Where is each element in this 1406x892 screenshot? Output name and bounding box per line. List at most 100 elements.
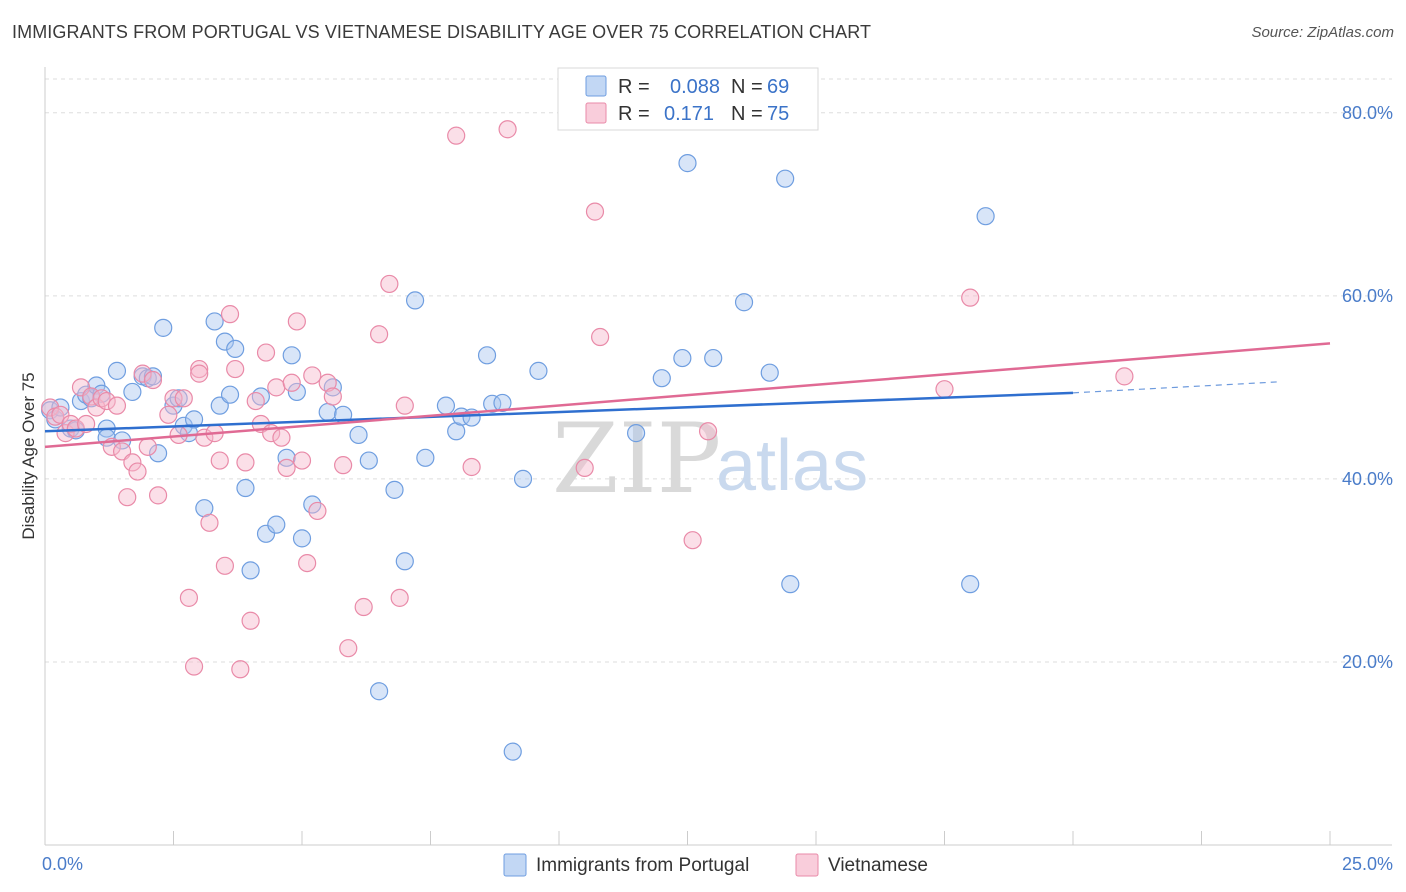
point-vietnamese bbox=[241, 611, 260, 630]
y-axis-label: Disability Age Over 75 bbox=[19, 372, 38, 539]
point-portugal bbox=[123, 382, 142, 402]
point-vietnamese bbox=[107, 396, 127, 415]
point-portugal bbox=[318, 402, 337, 422]
point-vietnamese bbox=[303, 366, 322, 385]
point-vietnamese bbox=[159, 405, 178, 424]
point-portugal bbox=[781, 575, 800, 594]
point-vietnamese bbox=[190, 364, 209, 383]
point-vietnamese bbox=[447, 126, 466, 145]
point-portugal bbox=[277, 448, 296, 467]
point-portugal bbox=[215, 332, 234, 351]
y-tick-label: 20.0% bbox=[1342, 652, 1393, 672]
watermark: ZIP atlas bbox=[552, 403, 868, 515]
point-vietnamese bbox=[298, 553, 317, 573]
legend-swatch-pink bbox=[585, 102, 607, 124]
trend-line-vietnamese bbox=[44, 342, 1331, 449]
series-vietnamese-points bbox=[41, 120, 1134, 679]
point-portugal bbox=[776, 169, 795, 188]
point-vietnamese bbox=[256, 343, 276, 362]
watermark-atlas: atlas bbox=[716, 426, 868, 506]
x-tick-label-max: 25.0% bbox=[1342, 854, 1393, 874]
point-portugal bbox=[282, 346, 301, 365]
point-vietnamese bbox=[585, 202, 605, 221]
point-vietnamese bbox=[334, 456, 353, 475]
point-vietnamese bbox=[236, 453, 255, 472]
legend-n-value-pink: 75 bbox=[767, 103, 789, 125]
point-portugal bbox=[226, 339, 245, 359]
trend-line-portugal bbox=[44, 391, 1074, 433]
point-portugal bbox=[503, 742, 522, 761]
point-vietnamese bbox=[97, 391, 116, 411]
point-vietnamese bbox=[231, 660, 250, 679]
point-portugal bbox=[626, 424, 646, 443]
x-tick-labels: 0.0% 25.0% bbox=[42, 854, 1393, 874]
point-portugal bbox=[976, 207, 995, 226]
point-portugal bbox=[493, 393, 512, 413]
point-vietnamese bbox=[174, 389, 193, 408]
point-portugal bbox=[734, 293, 754, 312]
chart-title: IMMIGRANTS FROM PORTUGAL VS VIETNAMESE D… bbox=[12, 22, 872, 42]
point-vietnamese bbox=[462, 457, 481, 477]
point-vietnamese bbox=[184, 657, 204, 676]
series-legend: Immigrants from Portugal Vietnamese bbox=[503, 853, 928, 877]
point-vietnamese bbox=[87, 398, 106, 417]
point-portugal bbox=[205, 312, 224, 331]
point-portugal bbox=[704, 348, 723, 368]
point-vietnamese bbox=[200, 513, 219, 532]
point-vietnamese bbox=[77, 414, 96, 434]
point-vietnamese bbox=[143, 370, 163, 390]
point-vietnamese bbox=[292, 451, 312, 470]
legend-n-label-pink: N = bbox=[731, 103, 763, 125]
point-vietnamese bbox=[1115, 367, 1134, 386]
point-vietnamese bbox=[390, 588, 409, 607]
point-vietnamese bbox=[575, 458, 594, 477]
point-vietnamese bbox=[370, 325, 389, 344]
point-portugal bbox=[236, 478, 255, 498]
y-tick-label: 40.0% bbox=[1342, 469, 1393, 489]
point-portugal bbox=[154, 318, 173, 337]
point-portugal bbox=[513, 469, 533, 488]
point-vietnamese bbox=[272, 428, 291, 447]
point-portugal bbox=[169, 389, 188, 408]
point-vietnamese bbox=[133, 364, 152, 383]
point-vietnamese bbox=[220, 305, 240, 324]
point-vietnamese bbox=[354, 597, 373, 617]
point-vietnamese bbox=[591, 327, 610, 347]
point-vietnamese bbox=[698, 422, 718, 441]
point-vietnamese bbox=[164, 389, 183, 408]
point-portugal bbox=[256, 524, 276, 543]
point-portugal bbox=[184, 410, 204, 429]
point-vietnamese bbox=[118, 488, 137, 507]
point-portugal bbox=[652, 369, 671, 388]
point-vietnamese bbox=[308, 501, 327, 521]
point-vietnamese bbox=[92, 389, 111, 408]
point-vietnamese bbox=[179, 588, 199, 607]
point-vietnamese bbox=[339, 639, 358, 658]
point-vietnamese bbox=[51, 405, 70, 424]
point-portugal bbox=[241, 561, 260, 580]
point-vietnamese bbox=[56, 424, 75, 443]
y-tick-labels: 20.0% 40.0% 60.0% 80.0% bbox=[1342, 103, 1393, 672]
source-credit: Source: ZipAtlas.com bbox=[1251, 24, 1394, 41]
point-vietnamese bbox=[226, 359, 245, 379]
point-vietnamese bbox=[123, 453, 142, 472]
point-vietnamese bbox=[71, 378, 91, 397]
point-vietnamese bbox=[66, 419, 85, 438]
point-portugal bbox=[349, 425, 368, 445]
series-legend-swatch-vietnamese bbox=[795, 853, 819, 877]
point-vietnamese bbox=[277, 458, 296, 477]
point-vietnamese bbox=[190, 359, 209, 379]
correlation-legend: R = 0.088 N = 69 R = 0.171 N = 75 bbox=[557, 67, 819, 131]
point-vietnamese bbox=[318, 373, 337, 392]
point-vietnamese bbox=[935, 380, 954, 399]
point-portugal bbox=[673, 348, 692, 368]
point-portugal bbox=[107, 361, 127, 380]
point-vietnamese bbox=[267, 378, 286, 397]
point-vietnamese bbox=[128, 462, 147, 481]
x-tick-label-min: 0.0% bbox=[42, 854, 83, 874]
point-portugal bbox=[405, 291, 425, 310]
point-portugal bbox=[359, 451, 378, 470]
point-vietnamese bbox=[282, 373, 301, 392]
point-portugal bbox=[760, 363, 779, 382]
legend-r-label-pink: R = bbox=[618, 103, 650, 125]
